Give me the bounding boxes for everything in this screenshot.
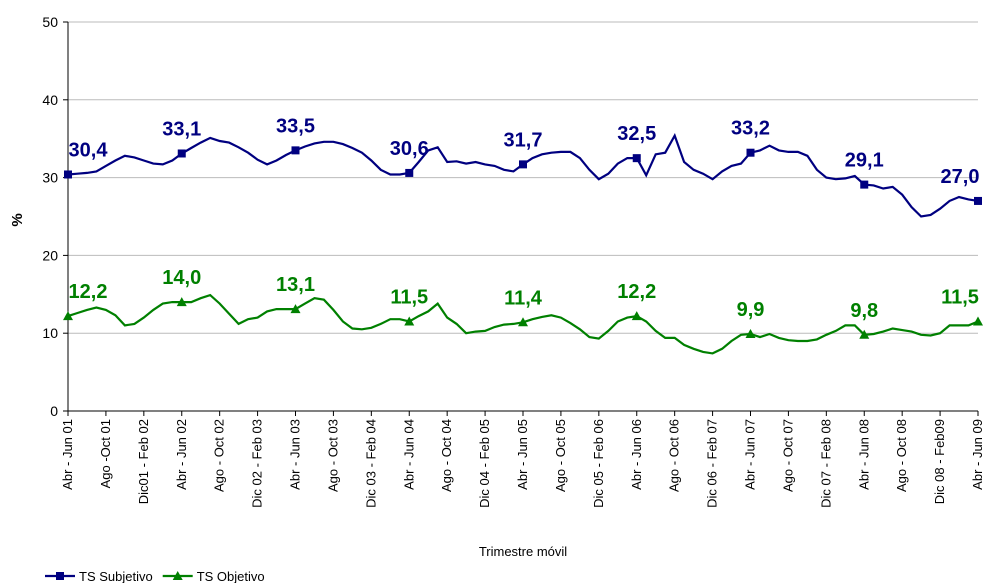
point-marker — [746, 148, 755, 157]
x-tick-label: Abr - Jun 08 — [856, 419, 871, 490]
y-tick-label: 20 — [42, 247, 58, 263]
point-marker — [518, 317, 528, 327]
data-label: 9,9 — [737, 299, 765, 321]
x-tick-label: Abr - Jun 01 — [60, 419, 75, 490]
x-tick-label: Ago - Oct 07 — [780, 419, 795, 492]
point-marker — [860, 180, 869, 189]
y-tick-label: 40 — [42, 92, 58, 108]
x-tick-label: Dic 08 - Feb09 — [932, 419, 947, 504]
data-label: 33,1 — [162, 118, 201, 140]
x-tick-label: Abr - Jun 04 — [401, 419, 416, 490]
point-marker — [290, 304, 301, 314]
point-marker — [291, 146, 300, 155]
point-marker — [745, 328, 756, 338]
y-tick-label: 0 — [50, 403, 58, 419]
data-label: 11,5 — [941, 287, 979, 309]
x-tick-label: Abr - Jun 06 — [629, 419, 644, 490]
x-tick-label: Dic 06 - Feb 07 — [705, 419, 720, 508]
data-label: 32,5 — [617, 123, 656, 145]
x-tick-label: Dic 07 - Feb 08 — [818, 419, 833, 508]
x-tick-label: Abr - Jun 02 — [174, 419, 189, 490]
x-tick-label: Dic 04 - Feb 05 — [477, 419, 492, 508]
x-tick-label: Abr - Jun 07 — [743, 419, 758, 490]
point-marker — [63, 311, 73, 321]
x-tick-label: Ago - Oct 08 — [894, 419, 909, 492]
x-tick-label: Dic 03 - Feb 04 — [363, 419, 378, 508]
point-marker — [519, 160, 527, 169]
data-label: 14,0 — [162, 267, 201, 289]
data-label: 11,4 — [504, 287, 543, 309]
data-label: 30,6 — [390, 138, 429, 160]
y-tick-label: 50 — [42, 14, 58, 30]
x-tick-label: Abr - Jun 09 — [970, 419, 985, 490]
y-axis-label: % — [9, 213, 26, 226]
point-marker — [176, 297, 187, 307]
point-marker — [974, 196, 982, 205]
point-marker — [177, 149, 186, 158]
point-marker — [404, 316, 415, 326]
data-label: 9,8 — [850, 300, 878, 322]
data-label: 30,4 — [69, 139, 109, 161]
data-label: 13,1 — [276, 274, 315, 296]
x-tick-label: Ago - Oct 03 — [325, 419, 340, 492]
y-tick-label: 30 — [42, 170, 58, 186]
x-tick-label: Ago - Oct 06 — [667, 419, 682, 492]
data-label: 11,5 — [390, 287, 428, 309]
data-label: 27,0 — [941, 166, 980, 188]
x-tick-label: Dic 05 - Feb 06 — [591, 419, 606, 508]
x-tick-label: Ago - Oct 04 — [439, 419, 454, 492]
x-axis-label: Trimestre móvil — [479, 544, 567, 559]
data-label: 12,2 — [69, 281, 108, 303]
point-marker — [405, 168, 414, 177]
point-marker — [973, 316, 983, 326]
legend-label: TS Subjetivo — [79, 569, 153, 583]
legend-marker — [172, 571, 183, 580]
x-tick-label: Ago -Oct 01 — [98, 419, 113, 488]
x-tick-label: Abr - Jun 03 — [288, 419, 303, 490]
point-marker — [859, 329, 870, 339]
data-label: 33,5 — [276, 115, 315, 137]
x-tick-label: Ago - Oct 02 — [212, 419, 227, 492]
point-marker — [632, 154, 641, 163]
x-tick-label: Dic 02 - Feb 03 — [250, 419, 265, 508]
legend-marker — [56, 572, 64, 580]
data-label: 12,2 — [617, 281, 656, 303]
x-tick-label: Dic01 - Feb 02 — [136, 419, 151, 504]
x-tick-label: Ago - Oct 05 — [553, 419, 568, 492]
data-label: 29,1 — [845, 150, 884, 172]
x-tick-label: Abr - Jun 05 — [515, 419, 530, 490]
point-marker — [64, 170, 72, 179]
data-label: 33,2 — [731, 118, 770, 140]
point-marker — [631, 311, 642, 321]
legend-label: TS Objetivo — [197, 569, 265, 583]
y-tick-label: 10 — [42, 325, 58, 341]
data-label: 31,7 — [504, 129, 543, 151]
